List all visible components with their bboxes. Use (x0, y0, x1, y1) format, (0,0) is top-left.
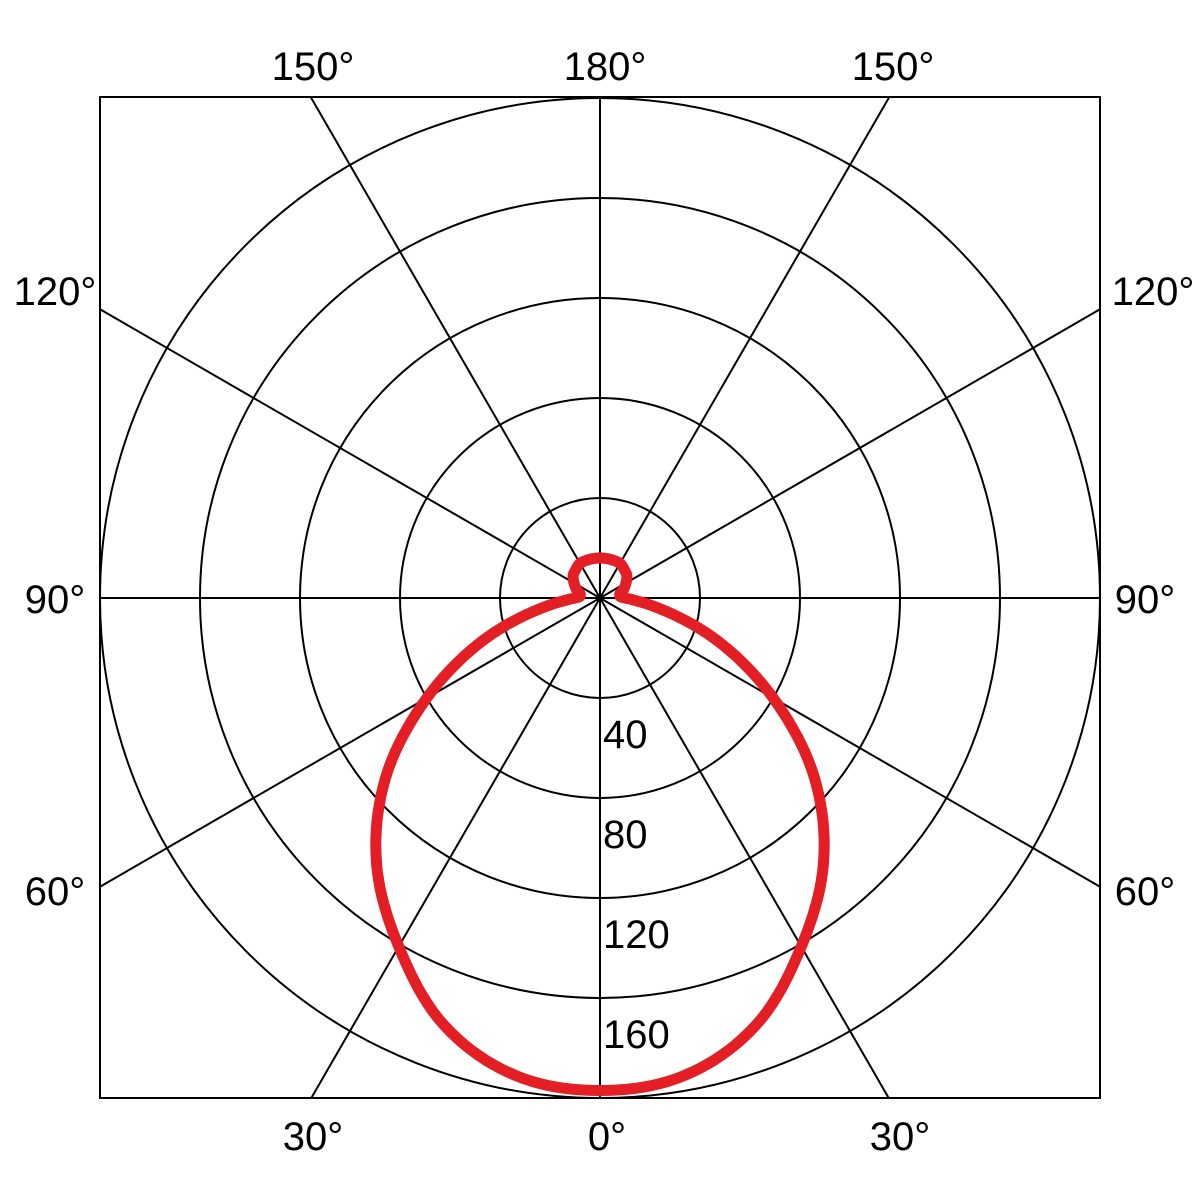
angle-label-bottom-right: 30° (870, 1115, 931, 1159)
angle-label-right-60: 60° (1115, 870, 1176, 914)
radial-label-40: 40 (603, 713, 648, 757)
intensity-curve-group (370, 552, 830, 1096)
grid-spoke-210 (309, 96, 601, 599)
grid-spoke-330 (310, 597, 601, 1099)
angle-label-right-120: 120° (1112, 270, 1195, 314)
angle-label-left-90: 90° (25, 578, 86, 622)
radial-label-120: 120 (603, 913, 670, 957)
radial-label-80: 80 (603, 813, 648, 857)
grid-spoke-240 (99, 308, 601, 599)
grid-spoke-60 (599, 597, 1101, 888)
plot-frame (99, 96, 1101, 1099)
angle-label-top-right: 150° (852, 45, 935, 89)
polar-grid (99, 96, 1101, 1099)
angle-label-left-60: 60° (25, 870, 86, 914)
angle-label-left-120: 120° (14, 270, 97, 314)
angle-label-top-left: 150° (272, 45, 355, 89)
grid-spoke-120 (599, 308, 1101, 599)
grid-spoke-150 (599, 96, 891, 599)
angle-label-bottom-left: 30° (283, 1115, 344, 1159)
radial-label-160: 160 (603, 1013, 670, 1057)
angle-label-right-90: 90° (1115, 578, 1176, 622)
grid-spoke-300 (99, 597, 601, 888)
grid-spoke-30 (599, 597, 890, 1099)
angle-label-bottom-center: 0° (588, 1115, 626, 1159)
angle-label-top-center: 180° (564, 45, 647, 89)
